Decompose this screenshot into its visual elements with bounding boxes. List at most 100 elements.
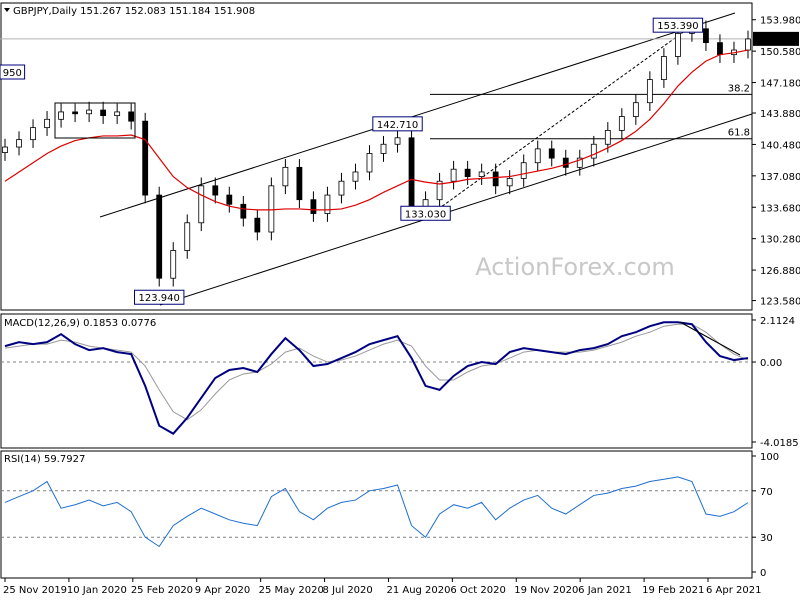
candle-body [366, 153, 373, 173]
candle-body [675, 33, 681, 57]
x-tick-label: 9 Apr 2020 [195, 585, 250, 596]
candle-body [2, 146, 8, 153]
x-tick-label: 6 Jan 2021 [578, 585, 632, 596]
price-label-box [400, 205, 451, 221]
candle-body [156, 194, 163, 279]
watermark: ActionForex.com [475, 253, 675, 281]
candle-body [646, 79, 653, 104]
macd-line [4, 321, 749, 435]
candle-body [464, 168, 471, 177]
candle-body [226, 194, 233, 205]
price-label-box [134, 289, 185, 305]
last-price-label: 151.908 [755, 35, 796, 46]
price-tick-label: 150.580 [760, 47, 800, 58]
price-tick-label: 143.880 [760, 109, 800, 120]
x-tick-label: 8 Jul 2020 [323, 585, 373, 596]
price-tick-label: 126.880 [760, 266, 800, 277]
price-tick-label: 130.280 [760, 235, 800, 246]
rsi-pane-frame [0, 450, 753, 579]
candle-body [352, 171, 359, 182]
candle-body [282, 166, 289, 187]
price-label-box [652, 17, 704, 33]
rsi-tick-label: 0 [760, 568, 766, 579]
macd-signal-line [4, 323, 749, 421]
caret-down-icon [4, 8, 10, 12]
candle-body [30, 127, 36, 141]
candle-body [394, 137, 401, 145]
candle-body [576, 157, 583, 168]
candle-body [170, 250, 177, 279]
price-pane-frame [0, 2, 753, 311]
macd-title: MACD(12,26,9) 0.1853 0.0776 [4, 318, 156, 329]
candle-body [534, 148, 541, 164]
price-tick-label: 147.180 [760, 79, 800, 90]
fib-level-label: 61.8 [728, 128, 750, 139]
candle-body [492, 171, 499, 187]
price-tick-label: 123.580 [760, 297, 800, 308]
candle-body [296, 166, 303, 201]
candle-body [590, 143, 597, 159]
candle-body [562, 157, 569, 168]
macd-tick-label: 0.00 [760, 358, 782, 369]
price-label-text: 123.940 [139, 293, 180, 304]
candle-body [72, 111, 78, 115]
candle-body [58, 111, 64, 120]
candle-body [436, 180, 443, 201]
price-title-text: GBPJPY,Daily 151.267 152.083 151.184 151… [13, 6, 255, 17]
moving-average-line [4, 49, 749, 211]
x-tick-label: 6 Oct 2020 [450, 585, 505, 596]
candle-body [324, 194, 331, 214]
last-price-tag [753, 31, 799, 46]
candle-body [16, 139, 22, 148]
candle-body [478, 171, 485, 177]
candle-body [632, 102, 639, 117]
price-label-box [372, 116, 423, 132]
price-layer: 38.2 61.8 950 123.940 142.710 133.030 153.390 [0, 12, 753, 306]
price-label-text: 950 [3, 68, 22, 79]
candle-body [212, 185, 219, 196]
macd-pane-frame [0, 313, 753, 449]
candle-body [198, 185, 205, 224]
rsi-line [4, 476, 749, 548]
price-label-text: 142.710 [377, 120, 418, 131]
candle-body [142, 120, 149, 196]
dashed-trend-line [429, 19, 701, 216]
candle-body [44, 118, 50, 129]
lower-channel-line [159, 113, 753, 306]
candle-body [408, 137, 415, 210]
x-tick-label: 19 Nov 2020 [514, 585, 578, 596]
candle-body [703, 28, 709, 44]
price-label-box [0, 64, 26, 80]
macd-trend-line [679, 321, 741, 356]
candle-body [310, 199, 317, 214]
rsi-tick-label: 100 [760, 452, 779, 463]
price-label-text: 153.390 [657, 21, 698, 32]
rsi-tick-label: 70 [760, 487, 773, 498]
rsi-title: RSI(14) 59.7927 [4, 454, 85, 465]
candle-body [660, 56, 667, 80]
candle-body [268, 185, 275, 233]
candle-body [128, 111, 135, 122]
price-tick-label: 133.680 [760, 203, 800, 214]
macd-tick-label: 2.1124 [760, 316, 795, 327]
price-label-text: 133.030 [405, 209, 446, 220]
macd-layer [1, 321, 752, 435]
candle-body [506, 178, 513, 187]
price-title: GBPJPY,Daily 151.267 152.083 151.184 151… [4, 6, 255, 17]
candle-body [100, 109, 107, 117]
macd-tick-label: -4.0185 [760, 438, 799, 449]
candle-body [618, 116, 625, 131]
x-tick-label: 6 Apr 2021 [706, 585, 761, 596]
x-tick-label: 25 Nov 2019 [3, 585, 67, 596]
candle-body [450, 168, 457, 182]
fib-level-label: 38.2 [728, 83, 750, 94]
candle-body [114, 111, 121, 117]
axis-layer: 153.980 150.580 147.180 143.880 140.480 137.0… [3, 16, 800, 596]
x-tick-label: 25 Feb 2020 [131, 585, 193, 596]
candle-body [717, 42, 723, 56]
rsi-layer [1, 476, 752, 548]
x-tick-label: 19 Feb 2021 [642, 585, 704, 596]
candle-body [520, 162, 527, 179]
price-tick-label: 137.080 [760, 172, 800, 183]
candle-body [745, 38, 751, 51]
